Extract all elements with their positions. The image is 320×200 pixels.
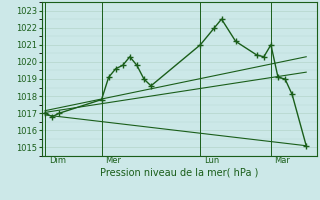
- Text: Mar: Mar: [275, 156, 290, 165]
- X-axis label: Pression niveau de la mer( hPa ): Pression niveau de la mer( hPa ): [100, 167, 258, 177]
- Text: Lun: Lun: [204, 156, 219, 165]
- Text: Mer: Mer: [105, 156, 121, 165]
- Text: Dim: Dim: [49, 156, 66, 165]
